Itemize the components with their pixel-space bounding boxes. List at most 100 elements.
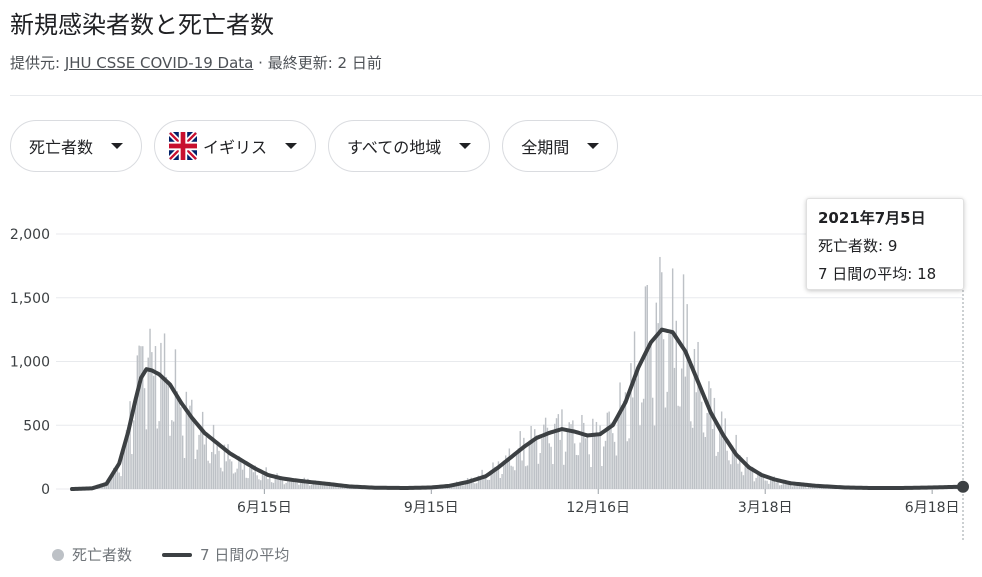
daily-bar — [269, 474, 271, 489]
daily-bar — [684, 376, 687, 489]
daily-bar — [194, 459, 197, 489]
daily-bar — [746, 457, 748, 489]
daily-bar — [624, 392, 627, 489]
daily-bar — [298, 484, 300, 489]
daily-bar — [697, 341, 699, 489]
daily-bar — [448, 486, 451, 489]
bar-legend-dot — [52, 548, 64, 561]
daily-bar — [134, 406, 137, 489]
metric-dropdown[interactable]: 死亡者数 — [10, 120, 143, 172]
daily-bar — [183, 458, 186, 489]
daily-bar — [290, 477, 293, 489]
daily-bar — [218, 450, 220, 489]
daily-bar — [602, 446, 605, 489]
daily-bar — [708, 381, 710, 489]
daily-bar — [731, 445, 734, 489]
daily-bar — [592, 418, 594, 489]
daily-bar — [200, 430, 202, 489]
daily-bar — [610, 422, 612, 489]
daily-bar — [506, 458, 509, 489]
daily-bar — [710, 388, 712, 489]
daily-bar — [637, 368, 639, 489]
daily-bar — [782, 481, 785, 489]
daily-bar — [196, 449, 198, 489]
daily-bar — [180, 407, 182, 489]
daily-bar — [347, 487, 349, 489]
daily-bar — [546, 427, 549, 489]
daily-bar — [719, 424, 721, 489]
daily-bar — [588, 454, 590, 489]
daily-bar — [113, 467, 115, 489]
chevron-down-icon — [459, 143, 472, 149]
daily-bar — [154, 346, 157, 489]
daily-bar — [470, 477, 472, 489]
daily-bar — [566, 428, 569, 489]
daily-bar — [263, 475, 266, 489]
daily-bar — [497, 461, 500, 489]
daily-bar — [733, 450, 736, 489]
period-dropdown[interactable]: 全期間 — [502, 120, 619, 172]
country-dropdown[interactable]: イギリス — [154, 120, 317, 172]
daily-bar — [105, 485, 108, 489]
daily-bar — [642, 398, 645, 489]
tooltip-seven-day-average: 7 日間の平均: 18 — [818, 265, 937, 283]
daily-bar — [165, 376, 168, 489]
daily-bar — [508, 448, 511, 489]
daily-bar — [230, 461, 233, 489]
daily-bar — [299, 480, 302, 489]
daily-bar — [784, 481, 786, 489]
daily-bar — [749, 468, 752, 489]
daily-bar — [227, 444, 229, 489]
tooltip-date: 2021年7月5日 — [818, 209, 926, 227]
daily-bar — [798, 483, 801, 489]
daily-bar — [258, 479, 260, 489]
daily-bar — [539, 453, 541, 489]
daily-bar — [169, 435, 171, 489]
daily-bar — [563, 464, 565, 489]
daily-bar — [526, 465, 529, 489]
daily-bar — [534, 429, 536, 489]
daily-bar — [276, 473, 278, 489]
daily-bar — [789, 484, 792, 489]
daily-bar — [753, 481, 756, 489]
daily-bar — [599, 425, 601, 489]
hover-point[interactable] — [957, 480, 969, 493]
daily-bar — [802, 485, 805, 489]
daily-bar — [296, 482, 298, 489]
daily-bar — [156, 428, 158, 489]
daily-bar — [739, 455, 741, 489]
region-dropdown-label: すべての地域 — [347, 138, 442, 157]
daily-bar — [695, 392, 697, 489]
daily-bar — [806, 487, 808, 489]
daily-bar — [775, 482, 777, 489]
daily-bar — [172, 421, 175, 489]
daily-bar — [583, 422, 585, 489]
daily-bar — [189, 405, 191, 489]
daily-bar — [260, 480, 262, 489]
daily-bar — [544, 417, 547, 489]
daily-bar — [635, 378, 638, 489]
daily-bar — [613, 441, 616, 489]
daily-bar — [192, 419, 195, 489]
daily-bar — [191, 399, 193, 489]
source-link[interactable]: JHU CSSE COVID-19 Data — [64, 54, 254, 72]
daily-bar — [648, 347, 650, 489]
daily-bar — [140, 346, 142, 489]
daily-bar — [704, 436, 707, 489]
daily-bar — [777, 478, 779, 489]
daily-bar — [129, 401, 131, 489]
daily-bar — [305, 483, 307, 489]
daily-bar — [254, 465, 256, 489]
daily-bar — [334, 485, 336, 489]
daily-bar — [641, 402, 643, 489]
daily-bar — [178, 400, 180, 489]
daily-bar — [488, 479, 491, 489]
daily-bar — [759, 471, 761, 489]
daily-bar — [804, 486, 806, 489]
region-dropdown[interactable]: すべての地域 — [328, 120, 491, 172]
daily-bar — [232, 473, 235, 489]
daily-bar — [136, 355, 139, 489]
daily-bar — [650, 341, 652, 489]
daily-bar — [468, 482, 471, 489]
